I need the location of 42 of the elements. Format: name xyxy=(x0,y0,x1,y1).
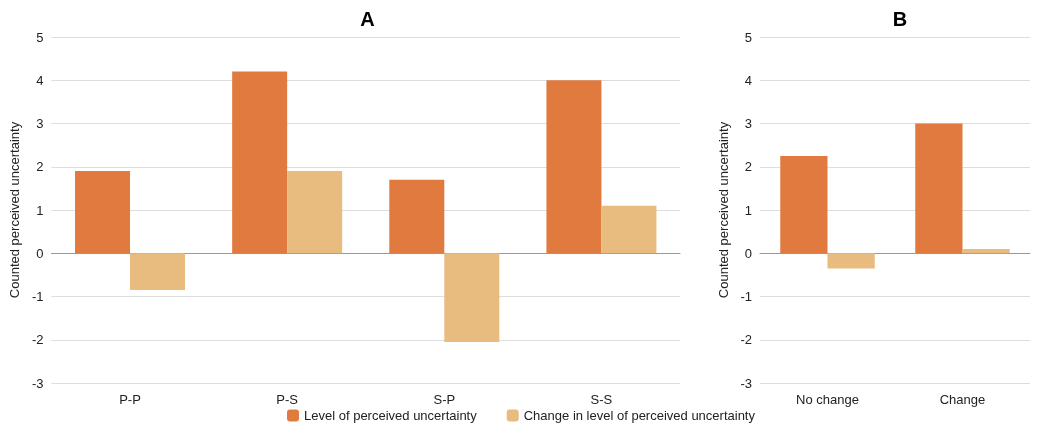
y-tick-label: -3 xyxy=(31,375,44,391)
y-tick-label: -2 xyxy=(740,332,752,348)
x-tick-label: S-P xyxy=(433,392,456,407)
y-tick-label: 0 xyxy=(744,245,752,261)
y-tick-label: -1 xyxy=(740,289,752,304)
chart-title: B xyxy=(892,8,908,30)
y-axis-title: Counted perceived uncertainty xyxy=(7,121,22,299)
y-tick-label: 3 xyxy=(744,116,752,131)
x-tick-label: S-S xyxy=(590,392,613,407)
x-tick-label: P-P xyxy=(119,392,141,407)
bar xyxy=(915,123,963,254)
legend-label: Level of perceived uncertainty xyxy=(304,408,478,423)
y-tick-label: 3 xyxy=(36,116,44,131)
y-tick-label: 5 xyxy=(36,29,44,45)
bar xyxy=(287,171,343,254)
chart-title: A xyxy=(360,8,375,30)
x-tick-label: P-S xyxy=(276,392,299,407)
x-tick-label: Change xyxy=(939,392,986,407)
bar xyxy=(75,171,131,254)
legend-label: Change in level of perceived uncertainty xyxy=(523,408,756,423)
bar xyxy=(962,248,1010,254)
x-tick-label: No change xyxy=(796,392,859,407)
y-tick-label: 4 xyxy=(36,72,44,88)
y-tick-label: -1 xyxy=(31,289,44,304)
bar xyxy=(827,253,875,269)
y-tick-label: 1 xyxy=(744,202,752,218)
y-tick-label: 1 xyxy=(36,202,44,218)
bar xyxy=(232,71,288,254)
bar xyxy=(444,253,500,342)
y-axis-title: Counted perceived uncertainty xyxy=(715,121,731,299)
y-tick-label: -2 xyxy=(31,332,44,348)
bar xyxy=(546,80,602,254)
bar xyxy=(389,179,445,254)
y-tick-label: 5 xyxy=(744,29,752,45)
y-tick-label: -3 xyxy=(740,375,752,391)
y-tick-label: 2 xyxy=(36,159,44,175)
y-tick-label: 4 xyxy=(744,72,752,88)
bar xyxy=(130,253,186,291)
y-tick-label: 2 xyxy=(744,159,752,175)
bar xyxy=(601,205,657,254)
y-tick-label: 0 xyxy=(36,245,44,261)
bar xyxy=(780,155,828,254)
